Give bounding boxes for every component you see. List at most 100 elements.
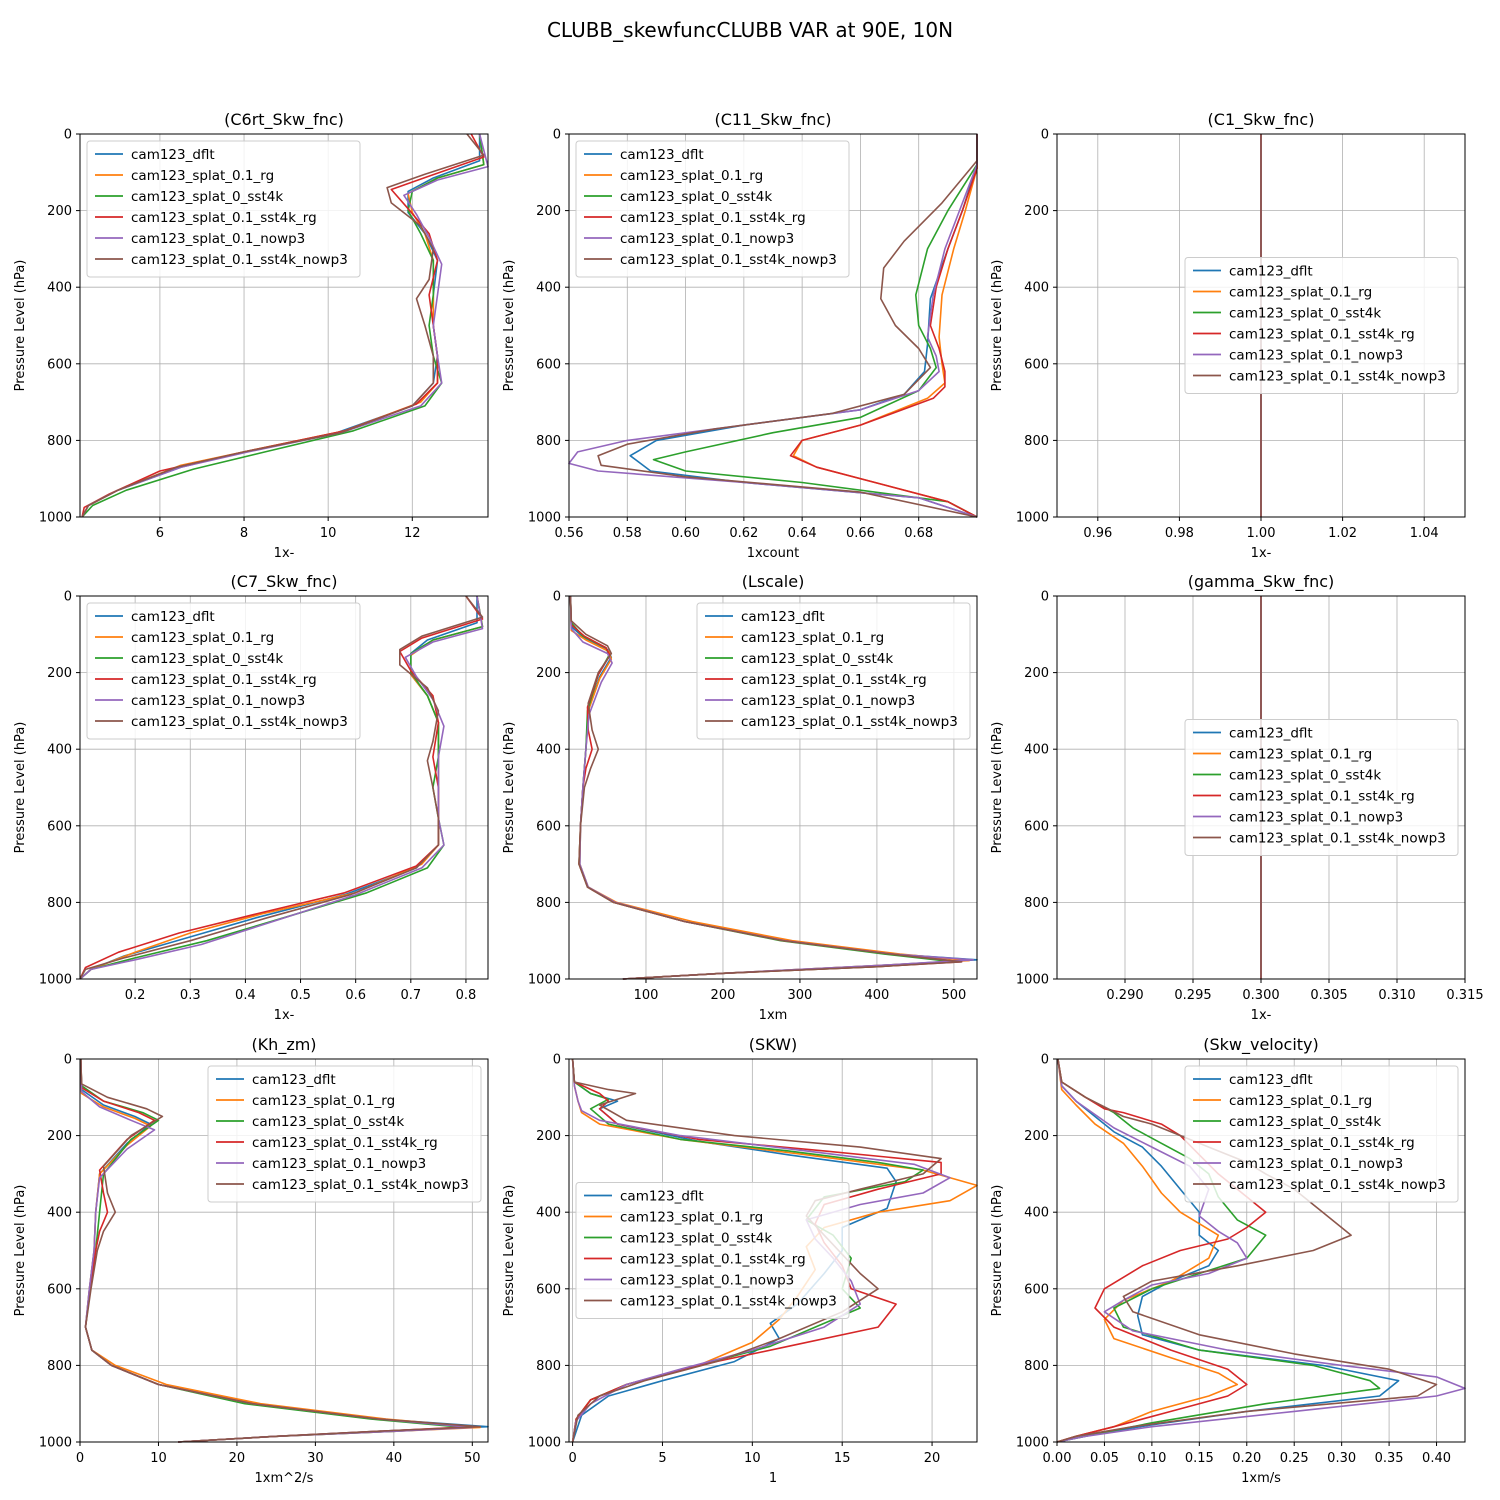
chart-panel-7: 0 10 20 30 40 50 0 200 400 600 800 1000 (Kh_zm) 1xm^2…: [13, 1035, 489, 1486]
y-tick-label: 1000: [39, 973, 72, 988]
chart-panel-3: 0.96 0.98 1.00 1.02 1.04 0 200 400 600 800 1000 (C1…: [990, 110, 1466, 561]
x-tick-label: 0.8: [456, 988, 477, 1003]
panel-title: (C11_Skw_fnc): [714, 110, 831, 130]
x-tick-label: 0.2: [125, 988, 146, 1003]
y-tick-label: 0: [64, 128, 72, 143]
series-line-6: [81, 133, 485, 518]
y-tick-label: 800: [47, 1359, 72, 1374]
x-tick-label: 0.4: [235, 988, 256, 1003]
chart-panel-6: 0.290 0.295 0.300 0.305 0.310 0.315 0 200 400 600…: [990, 572, 1484, 1023]
legend-entry: cam123_splat_0.1_sst4k_rg: [252, 1135, 438, 1151]
series-line-5: [1056, 1058, 1466, 1443]
legend-entry: cam123_splat_0_sst4k: [131, 189, 283, 205]
panel-title: (C6rt_Skw_fnc): [224, 110, 344, 130]
y-axis-label: Pressure Level (hPa): [990, 1185, 1005, 1317]
axes-frame: [568, 1058, 978, 1443]
legend-entry: cam123_splat_0.1_nowp3: [1229, 348, 1403, 364]
y-tick-label: 400: [1024, 281, 1049, 296]
x-axis-label: 1x-: [274, 1008, 295, 1023]
x-tick-label: 0.6: [345, 988, 366, 1003]
x-tick-label: 200: [711, 988, 736, 1003]
y-tick-label: 1000: [39, 1436, 72, 1451]
panel-title: (Lscale): [742, 572, 805, 591]
y-tick-label: 600: [47, 1282, 72, 1297]
legend-entry: cam123_splat_0.1_sst4k_rg: [131, 210, 317, 226]
legend-entry: cam123_splat_0.1_sst4k_nowp3: [252, 1177, 469, 1193]
x-tick-label: 1.02: [1328, 526, 1357, 541]
y-tick-label: 800: [1024, 434, 1049, 449]
x-tick-label: 40: [386, 1451, 403, 1466]
legend-entry: cam123_splat_0.1_nowp3: [252, 1156, 426, 1172]
legend-box: [575, 140, 850, 278]
y-tick-label: 400: [1024, 1206, 1049, 1221]
x-tick-label: 15: [834, 1451, 851, 1466]
x-tick-label: 0.15: [1185, 1451, 1214, 1466]
y-axis-label: Pressure Level (hPa): [502, 1185, 517, 1317]
legend-entry: cam123_splat_0_sst4k: [741, 651, 893, 667]
legend: cam123_dflt cam123_splat_0.1_rg cam123_spl…: [1184, 1065, 1459, 1203]
legend-entry: cam123_splat_0.1_sst4k_nowp3: [741, 714, 958, 730]
y-axis-label: Pressure Level (hPa): [13, 260, 28, 392]
y-tick-label: 200: [47, 204, 72, 219]
series-line-1: [1056, 1058, 1400, 1443]
y-tick-label: 800: [47, 434, 72, 449]
figure-title: CLUBB_skewfuncCLUBB VAR at 90E, 10N: [547, 18, 953, 42]
x-tick-label: 0.60: [671, 526, 700, 541]
legend-entry: cam123_splat_0.1_rg: [131, 630, 274, 646]
x-tick-label: 300: [788, 988, 813, 1003]
legend-box: [1184, 719, 1459, 856]
chart-panel-2: 0.56 0.58 0.60 0.62 0.64 0.66 0.68 0 200 400 600 80…: [502, 110, 978, 561]
y-tick-label: 0: [64, 590, 72, 605]
axes-frame: [568, 133, 978, 518]
chart-panel-5: 100 200 300 400 500 0 200 400 600 800 1000 (Lscale)…: [502, 572, 978, 1023]
y-tick-label: 400: [536, 1206, 561, 1221]
legend-entry: cam123_splat_0.1_rg: [1229, 1093, 1372, 1109]
legend: cam123_dflt cam123_splat_0.1_rg cam123_spl…: [1184, 719, 1459, 856]
legend: cam123_dflt cam123_splat_0.1_rg cam123_spl…: [575, 1182, 850, 1319]
legend-entry: cam123_splat_0_sst4k: [1229, 306, 1381, 322]
legend: cam123_dflt cam123_splat_0.1_rg cam123_spl…: [86, 602, 361, 740]
x-tick-label: 0.00: [1043, 1451, 1072, 1466]
series-line-5: [79, 595, 484, 980]
x-axis-label: 1x-: [1251, 546, 1272, 561]
x-tick-label: 0.35: [1375, 1451, 1404, 1466]
y-axis-label: Pressure Level (hPa): [13, 1185, 28, 1317]
y-tick-label: 800: [536, 896, 561, 911]
series-line-5: [568, 134, 978, 518]
x-tick-label: 0.310: [1378, 988, 1415, 1003]
axes-frame: [568, 595, 978, 980]
x-tick-label: 0.10: [1137, 1451, 1166, 1466]
x-tick-label: 0.96: [1083, 526, 1112, 541]
legend-entry: cam123_dflt: [1229, 264, 1313, 280]
y-axis-label: Pressure Level (hPa): [990, 260, 1005, 392]
axes-frame: [79, 133, 489, 518]
x-tick-label: 1.00: [1247, 526, 1276, 541]
x-tick-label: 8: [240, 526, 248, 541]
legend: cam123_dflt cam123_splat_0.1_rg cam123_spl…: [575, 140, 850, 278]
y-tick-label: 200: [536, 1129, 561, 1144]
x-tick-label: 10: [744, 1451, 761, 1466]
legend-entry: cam123_splat_0.1_sst4k_rg: [1229, 327, 1415, 343]
x-tick-label: 0: [568, 1451, 576, 1466]
legend-entry: cam123_splat_0_sst4k: [1229, 1114, 1381, 1130]
y-axis-label: Pressure Level (hPa): [990, 722, 1005, 854]
y-tick-label: 800: [536, 434, 561, 449]
y-tick-label: 200: [1024, 204, 1049, 219]
y-tick-label: 600: [1024, 1282, 1049, 1297]
series-line-6: [79, 595, 484, 980]
series-line-6: [597, 134, 978, 518]
y-tick-label: 800: [1024, 1359, 1049, 1374]
y-tick-label: 1000: [528, 511, 561, 526]
panels-grid: 6 8 10 1202004006008001000(C6rt_Skw_fnc)1x-…: [13, 110, 1484, 1486]
x-axis-label: 1xcount: [747, 546, 799, 561]
x-tick-label: 10: [320, 526, 337, 541]
y-axis-label: Pressure Level (hPa): [502, 722, 517, 854]
x-axis-label: 1xm/s: [1241, 1471, 1281, 1486]
y-tick-label: 0: [64, 1053, 72, 1068]
legend-box: [1184, 257, 1459, 394]
y-tick-label: 0: [1041, 590, 1049, 605]
legend-entry: cam123_splat_0.1_sst4k_rg: [741, 672, 927, 688]
legend-entry: cam123_splat_0.1_nowp3: [131, 693, 305, 709]
y-tick-label: 1000: [528, 1436, 561, 1451]
legend-entry: cam123_splat_0.1_rg: [741, 630, 884, 646]
